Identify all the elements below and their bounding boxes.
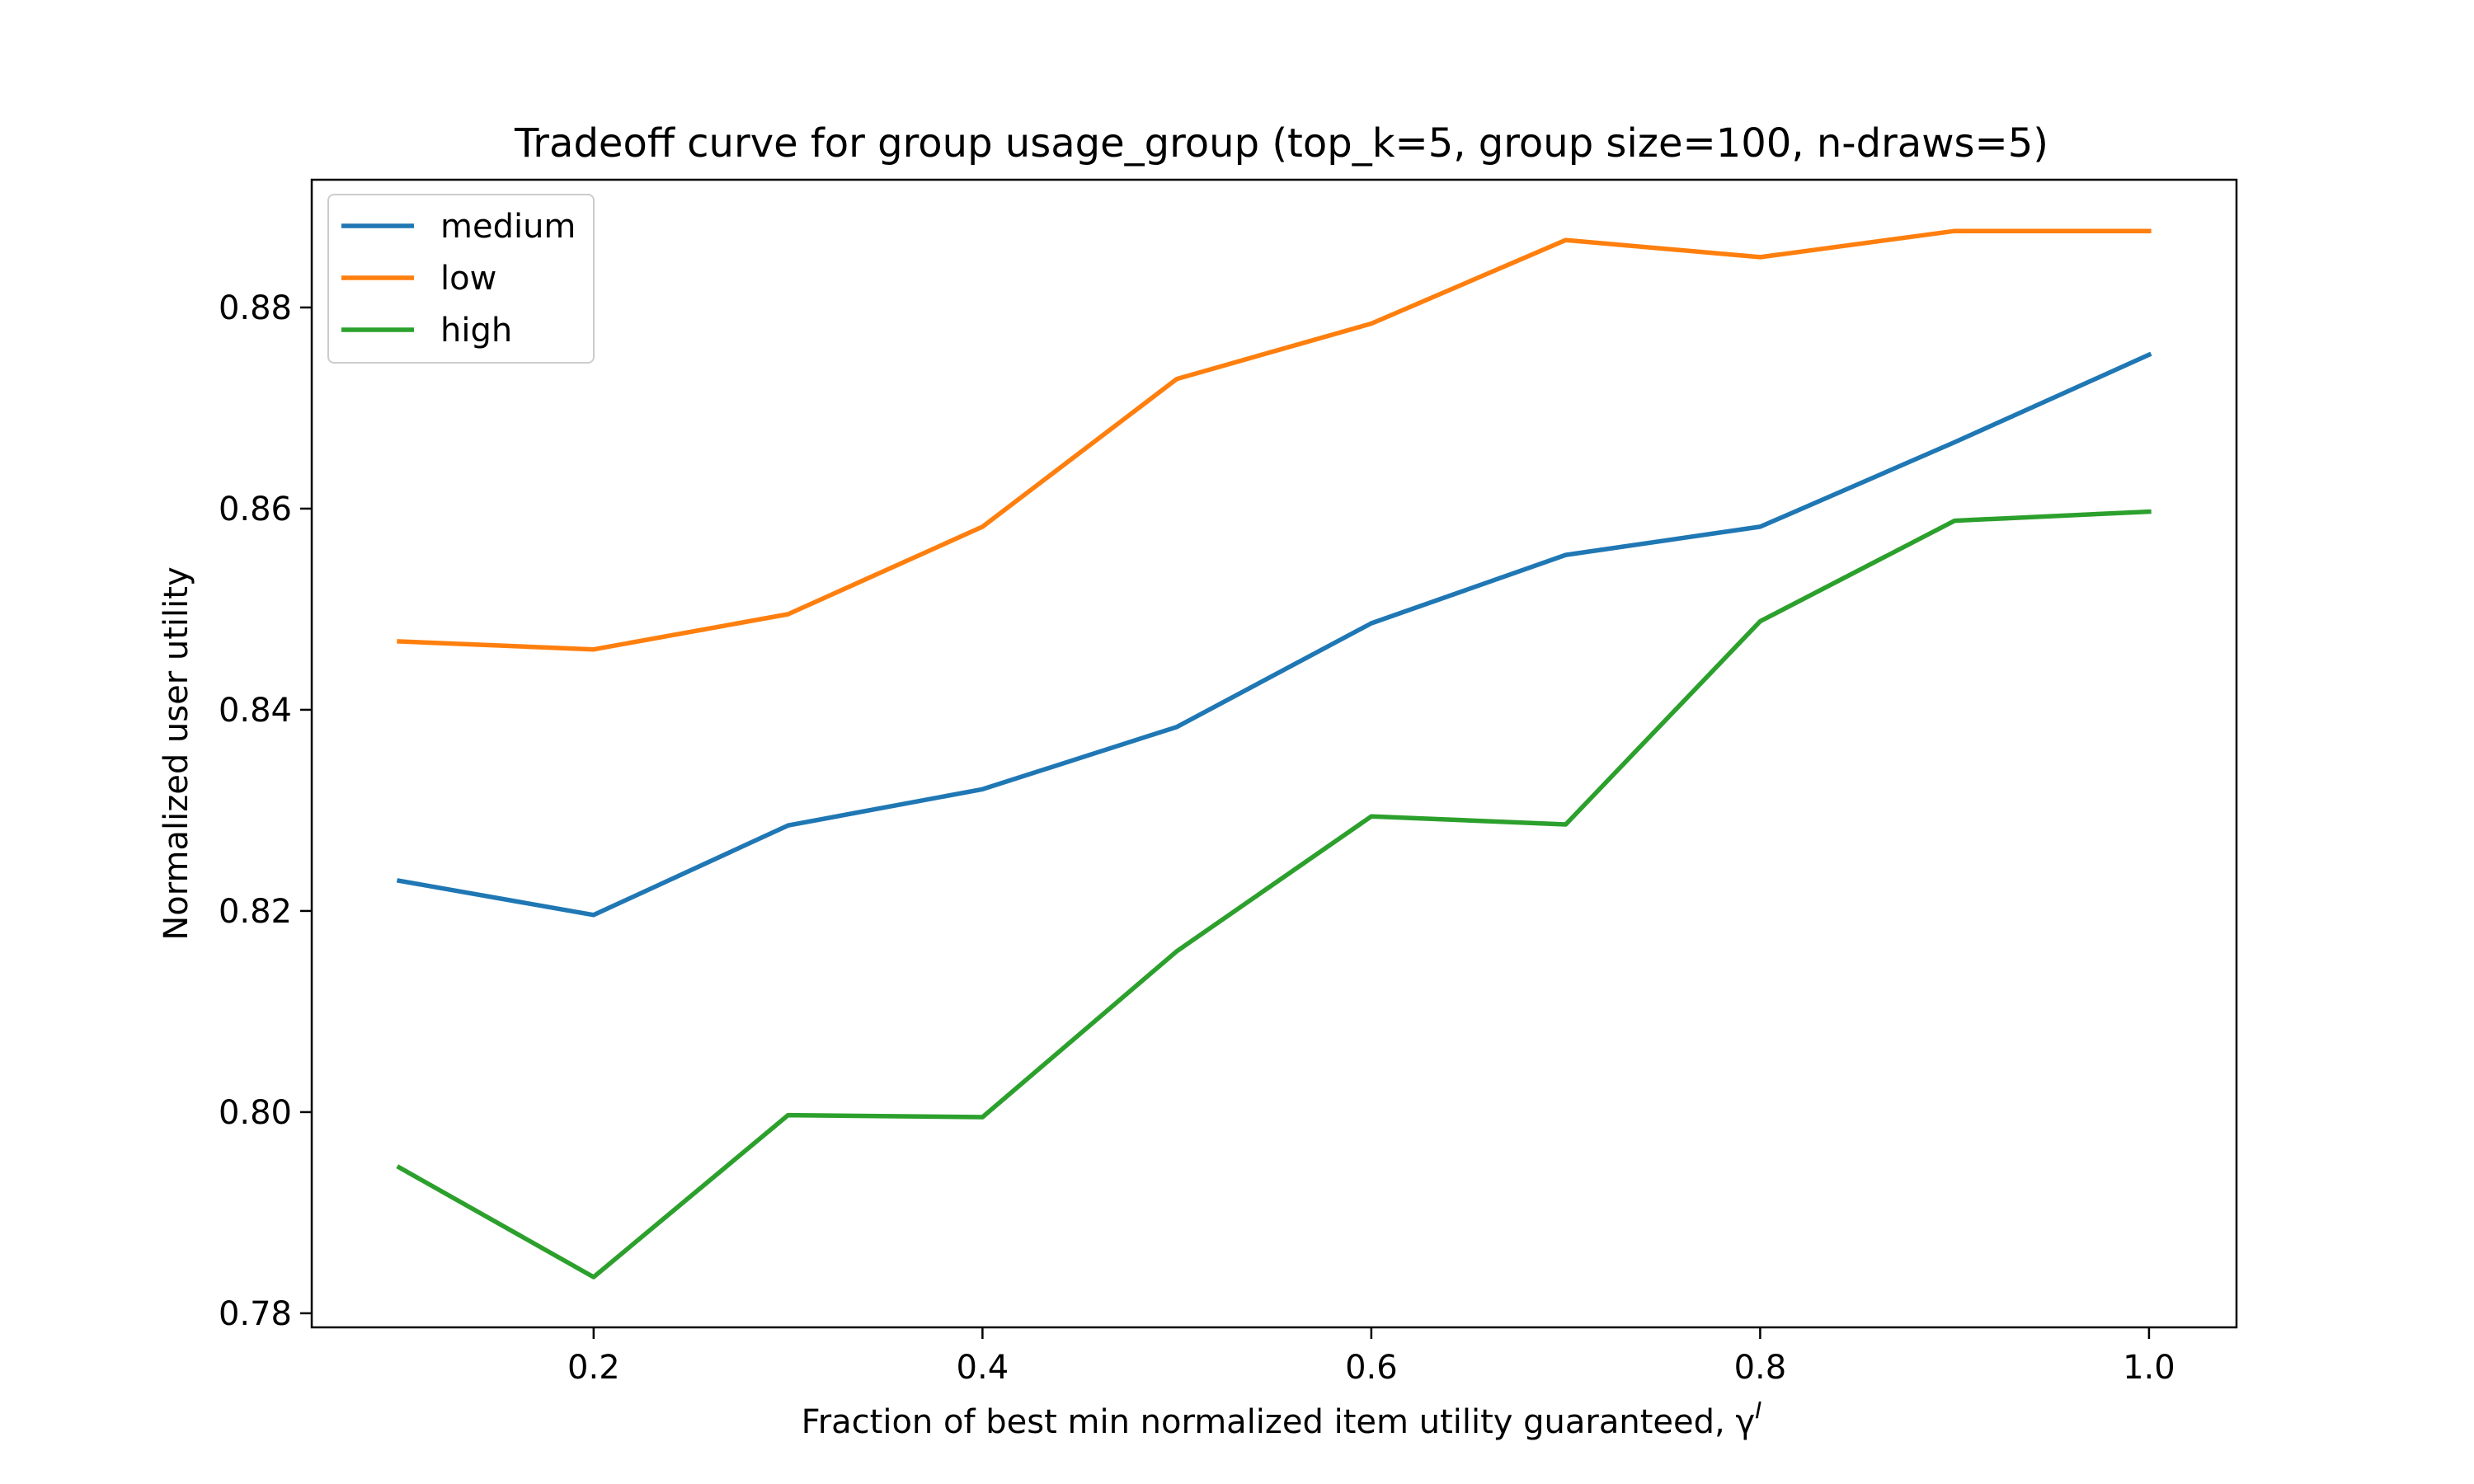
x-tick-label: 0.8 bbox=[1734, 1349, 1787, 1387]
x-axis-label-text: Fraction of best min normalized item uti… bbox=[802, 1403, 1756, 1441]
plot-area bbox=[310, 178, 2238, 1329]
series-line-low bbox=[397, 228, 2152, 652]
y-tick-label: 0.88 bbox=[219, 289, 292, 327]
legend-label-medium: medium bbox=[440, 208, 576, 246]
x-axis: 0.2 0.4 0.6 0.8 1.0 bbox=[567, 1327, 2175, 1387]
x-tick-label: 0.4 bbox=[957, 1349, 1009, 1387]
legend-box bbox=[327, 194, 595, 364]
y-axis: 0.78 0.80 0.82 0.84 0.86 0.88 bbox=[219, 289, 312, 1333]
x-axis-label: Fraction of best min normalized item uti… bbox=[802, 1397, 1762, 1441]
y-tick-label: 0.86 bbox=[219, 491, 292, 528]
legend-label-low: low bbox=[440, 260, 496, 298]
chart-title: Tradeoff curve for group usage_group (to… bbox=[514, 120, 2048, 167]
y-tick-label: 0.84 bbox=[219, 692, 292, 730]
y-axis-label: Normalized user utility bbox=[158, 566, 195, 940]
x-tick-label: 0.6 bbox=[1345, 1349, 1398, 1387]
y-tick-label: 0.82 bbox=[219, 893, 292, 931]
legend-entries: medium low high bbox=[341, 208, 576, 350]
series-line-medium bbox=[396, 351, 2152, 918]
x-tick-label: 1.0 bbox=[2123, 1349, 2175, 1387]
plot-frame bbox=[310, 178, 2238, 1329]
legend: medium low high bbox=[327, 194, 595, 364]
x-tick-label: 0.2 bbox=[567, 1349, 620, 1387]
series-layer bbox=[396, 228, 2152, 1280]
x-axis-label-superscript: I bbox=[1755, 1397, 1761, 1424]
y-tick-label: 0.80 bbox=[219, 1094, 292, 1132]
series-line-high bbox=[396, 509, 2152, 1280]
legend-label-high: high bbox=[440, 312, 512, 350]
y-tick-label: 0.78 bbox=[219, 1295, 292, 1333]
